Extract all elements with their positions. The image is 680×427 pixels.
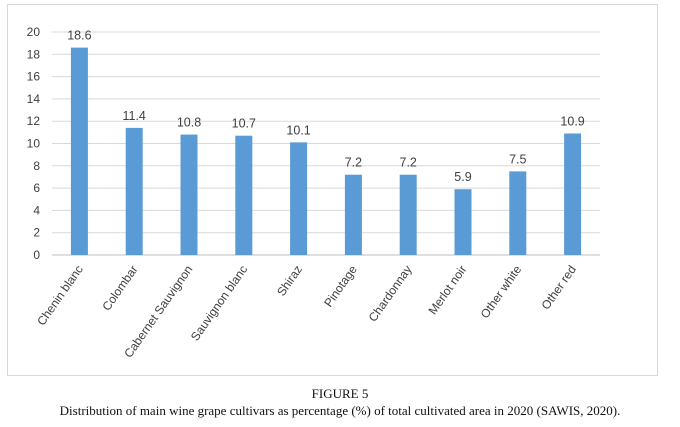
data-label: 11.4: [122, 109, 145, 123]
y-tick-label: 6: [33, 181, 40, 195]
y-tick-label: 8: [33, 159, 40, 173]
chart-frame: [7, 4, 658, 376]
y-tick-label: 20: [27, 25, 41, 39]
category-label: Chenin blanc: [34, 263, 86, 328]
data-label: 10.8: [177, 116, 201, 130]
category-label: Shiraz: [274, 263, 305, 299]
y-axis-ticks: 0 2 4 6 8 10 12 14 16 18 20: [27, 25, 41, 262]
category-label: Other red: [539, 263, 580, 313]
gridlines: [52, 31, 600, 256]
figure-label: FIGURE 5: [311, 386, 369, 401]
y-tick-label: 18: [27, 47, 41, 61]
data-labels: 18.6 11.4 10.8 10.7 10.1 7.2 7.2 5.9 7.5 10.9: [67, 29, 585, 185]
data-label: 7.5: [509, 152, 526, 166]
category-label: Chardonnay: [366, 263, 415, 325]
category-label: Merlot noir: [425, 263, 469, 317]
bar: [344, 174, 362, 255]
bar: [235, 135, 253, 255]
bar: [399, 174, 417, 255]
data-label: 5.9: [454, 170, 471, 184]
bar: [454, 189, 472, 255]
figure-caption: Distribution of main wine grape cultivar…: [59, 403, 621, 418]
bar: [125, 127, 143, 255]
y-tick-label: 4: [33, 203, 40, 217]
data-label: 7.2: [345, 156, 362, 170]
y-tick-label: 10: [27, 137, 41, 151]
y-tick-label: 14: [27, 92, 41, 106]
data-label: 18.6: [67, 29, 91, 43]
data-label: 10.9: [560, 114, 584, 128]
category-label: Colombar: [99, 263, 140, 314]
y-tick-label: 16: [27, 70, 41, 84]
bar: [564, 133, 582, 255]
bar: [70, 47, 88, 255]
data-label: 7.2: [400, 156, 417, 170]
category-label: Other white: [478, 262, 525, 321]
category-label: Sauvignon blanc: [188, 263, 250, 344]
bars: [70, 47, 582, 255]
data-label: 10.1: [286, 123, 310, 137]
y-tick-label: 2: [33, 226, 40, 240]
data-label: 10.7: [232, 117, 256, 131]
y-tick-label: 0: [33, 248, 40, 262]
bar: [509, 171, 527, 255]
bar: [290, 142, 308, 255]
y-tick-label: 12: [27, 114, 41, 128]
bar-chart: 0 2 4 6 8 10 12 14 16 18 20 18.6 11.4 10.8 10.7 10.1 7.…: [27, 25, 600, 360]
bar: [180, 134, 198, 255]
category-label: Pinotage: [321, 262, 360, 309]
